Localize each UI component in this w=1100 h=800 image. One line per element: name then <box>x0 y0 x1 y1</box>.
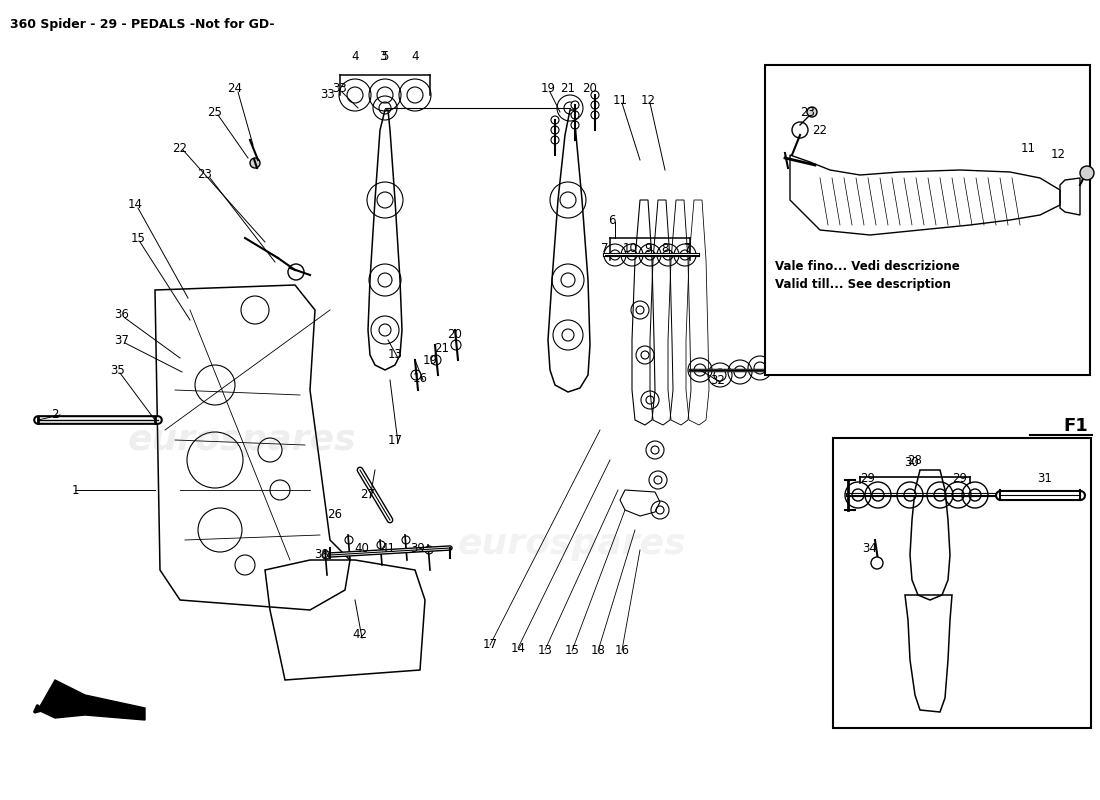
Circle shape <box>551 126 559 134</box>
Text: Vale fino... Vedi descrizione: Vale fino... Vedi descrizione <box>776 260 959 273</box>
Text: 9: 9 <box>645 242 651 254</box>
Text: eurospares: eurospares <box>458 527 686 561</box>
Circle shape <box>322 551 330 559</box>
Text: 14: 14 <box>128 198 143 211</box>
Text: 26: 26 <box>328 509 342 522</box>
Circle shape <box>571 101 579 109</box>
Text: 13: 13 <box>387 349 403 362</box>
Circle shape <box>551 136 559 144</box>
Text: 11: 11 <box>613 94 627 106</box>
Text: 360 Spider - 29 - PEDALS -Not for GD-: 360 Spider - 29 - PEDALS -Not for GD- <box>10 18 275 31</box>
Circle shape <box>591 91 600 99</box>
Text: 21: 21 <box>561 82 575 94</box>
Circle shape <box>345 536 353 544</box>
Text: 19: 19 <box>422 354 438 366</box>
Text: 13: 13 <box>538 643 552 657</box>
Text: 12: 12 <box>640 94 656 106</box>
Text: 35: 35 <box>111 363 125 377</box>
Text: 17: 17 <box>387 434 403 446</box>
Text: 29: 29 <box>953 471 968 485</box>
Text: 7: 7 <box>684 242 692 254</box>
Text: 22: 22 <box>173 142 187 154</box>
Text: 7: 7 <box>602 242 608 254</box>
Text: 33: 33 <box>320 89 336 102</box>
Text: 10: 10 <box>623 242 637 254</box>
Text: 34: 34 <box>862 542 878 554</box>
Text: 21: 21 <box>434 342 450 354</box>
Text: 42: 42 <box>352 629 367 642</box>
Text: 14: 14 <box>510 642 526 654</box>
Text: 20: 20 <box>448 329 462 342</box>
Circle shape <box>551 116 559 124</box>
Text: 22: 22 <box>813 123 827 137</box>
Text: 28: 28 <box>908 454 923 466</box>
Text: 4: 4 <box>411 50 419 63</box>
Text: 19: 19 <box>540 82 556 94</box>
Text: 37: 37 <box>114 334 130 346</box>
Text: 32: 32 <box>711 374 725 386</box>
Text: 6: 6 <box>608 214 616 226</box>
Text: 15: 15 <box>564 645 580 658</box>
Text: 27: 27 <box>361 489 375 502</box>
Circle shape <box>871 557 883 569</box>
Text: 33: 33 <box>332 82 348 94</box>
Circle shape <box>571 111 579 119</box>
Text: 20: 20 <box>583 82 597 94</box>
Circle shape <box>807 107 817 117</box>
Text: 11: 11 <box>1021 142 1035 154</box>
Text: 16: 16 <box>615 643 629 657</box>
Circle shape <box>431 355 441 365</box>
Text: 8: 8 <box>661 242 669 254</box>
Text: 23: 23 <box>198 169 212 182</box>
Bar <box>833 438 1091 728</box>
Text: 5: 5 <box>382 50 388 63</box>
Text: 12: 12 <box>1050 149 1066 162</box>
Circle shape <box>591 101 600 109</box>
Text: 16: 16 <box>412 371 428 385</box>
Text: 17: 17 <box>483 638 497 651</box>
Text: 30: 30 <box>904 455 920 469</box>
Text: 24: 24 <box>228 82 242 94</box>
Text: F1: F1 <box>1064 417 1088 435</box>
Text: 23: 23 <box>801 106 815 118</box>
Text: 3: 3 <box>379 50 387 63</box>
Text: eurospares: eurospares <box>128 423 356 457</box>
Text: 36: 36 <box>114 309 130 322</box>
Text: 2: 2 <box>52 409 58 422</box>
Circle shape <box>377 541 385 549</box>
Polygon shape <box>39 680 145 720</box>
Text: 18: 18 <box>591 645 605 658</box>
Circle shape <box>250 158 260 168</box>
Text: 39: 39 <box>410 542 426 554</box>
Text: 41: 41 <box>381 542 396 554</box>
Text: 15: 15 <box>131 231 145 245</box>
Circle shape <box>1080 166 1094 180</box>
Circle shape <box>571 121 579 129</box>
Text: 29: 29 <box>860 471 876 485</box>
Circle shape <box>402 536 410 544</box>
Circle shape <box>591 111 600 119</box>
Bar <box>764 65 1090 375</box>
Circle shape <box>451 340 461 350</box>
Text: 38: 38 <box>315 549 329 562</box>
Text: 4: 4 <box>351 50 359 63</box>
Circle shape <box>411 370 421 380</box>
Text: 25: 25 <box>208 106 222 118</box>
Text: 31: 31 <box>1037 471 1053 485</box>
Text: Valid till... See description: Valid till... See description <box>776 278 950 291</box>
Circle shape <box>425 546 433 554</box>
Text: 1: 1 <box>72 483 79 497</box>
Text: 40: 40 <box>354 542 370 554</box>
